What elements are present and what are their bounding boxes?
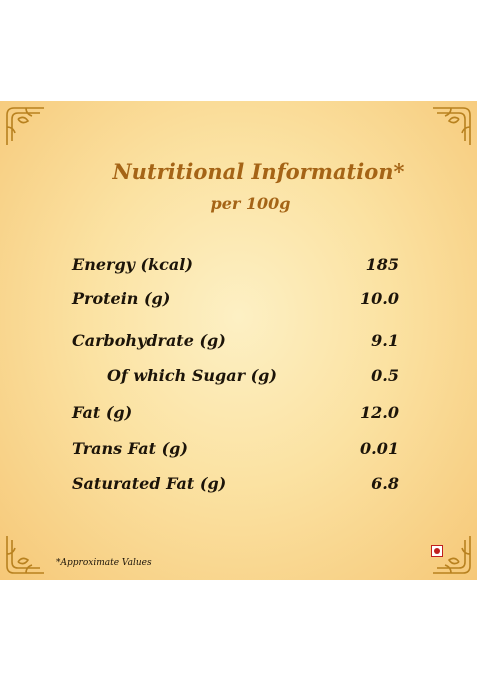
nutrient-row-energy: Energy (kcal) 185: [0, 255, 477, 279]
card-title: Nutritional Information*: [112, 159, 405, 184]
nutrient-label: Energy (kcal): [72, 255, 193, 274]
nutrient-value: 12.0: [360, 403, 399, 422]
nutrient-value: 9.1: [371, 331, 399, 350]
nutrient-value: 6.8: [371, 474, 399, 493]
ornament-corner-icon: [429, 105, 473, 149]
nutrient-label: Of which Sugar (g): [107, 366, 277, 385]
diet-mark-dot: [434, 548, 440, 554]
footnote: *Approximate Values: [56, 558, 152, 568]
nutrient-row-saturated-fat: Saturated Fat (g) 6.8: [0, 474, 477, 498]
nutrient-label: Carbohydrate (g): [72, 331, 226, 350]
non-vegetarian-mark-icon: [431, 545, 443, 557]
nutrient-value: 0.5: [371, 366, 399, 385]
nutrient-value: 10.0: [360, 289, 399, 308]
nutrient-label: Trans Fat (g): [72, 439, 188, 458]
nutrient-row-carbohydrate: Carbohydrate (g) 9.1: [0, 331, 477, 355]
ornament-corner-icon: [4, 532, 48, 576]
nutrient-row-protein: Protein (g) 10.0: [0, 289, 477, 313]
nutrition-card: Nutritional Information* per 100g Energy…: [0, 101, 477, 580]
nutrient-label: Protein (g): [72, 289, 171, 308]
nutrient-value: 0.01: [360, 439, 399, 458]
card-subtitle: per 100g: [210, 194, 291, 213]
nutrient-label: Saturated Fat (g): [72, 474, 227, 493]
nutrient-label: Fat (g): [72, 403, 133, 422]
ornament-corner-icon: [429, 532, 473, 576]
nutrient-row-fat: Fat (g) 12.0: [0, 403, 477, 427]
nutrient-row-trans-fat: Trans Fat (g) 0.01: [0, 439, 477, 463]
nutrient-row-sugar: Of which Sugar (g) 0.5: [0, 366, 477, 390]
nutrient-value: 185: [365, 255, 399, 274]
ornament-corner-icon: [4, 105, 48, 149]
